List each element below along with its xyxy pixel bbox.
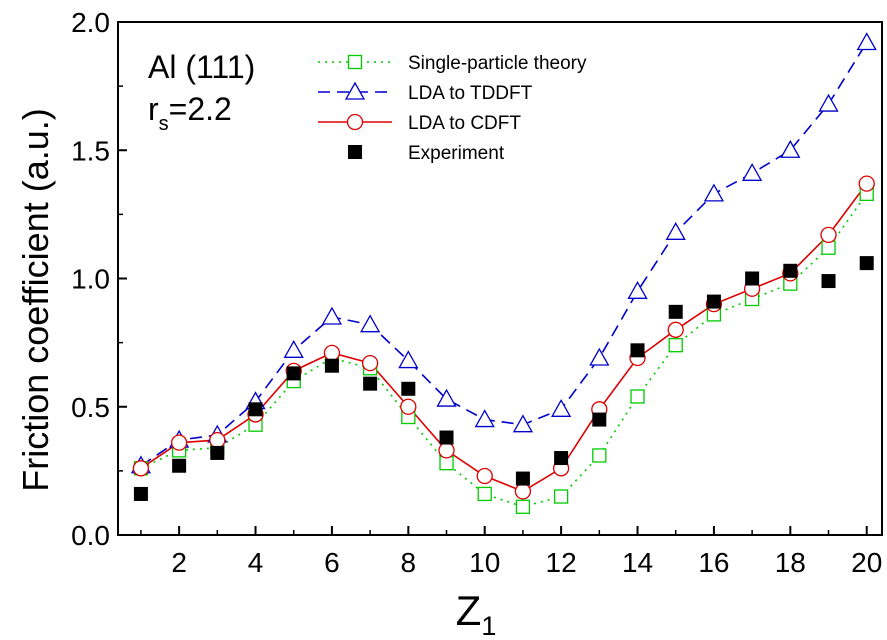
- data-point-series-3: [401, 381, 416, 396]
- data-point-series-1: [627, 280, 648, 299]
- x-tick-label: 8: [401, 547, 417, 578]
- data-point-series-3: [286, 366, 301, 381]
- data-point-series-1: [360, 314, 381, 333]
- x-tick-label: 20: [851, 547, 882, 578]
- x-tick-label: 14: [622, 547, 653, 578]
- data-point-series-3: [363, 376, 378, 391]
- data-point-series-0: [668, 338, 683, 353]
- data-point-series-1: [742, 163, 763, 181]
- legend-label-1: LDA to TDDFT: [408, 83, 533, 104]
- data-point-series-3: [515, 471, 530, 486]
- data-point-series-0: [439, 456, 454, 471]
- annotation-rs-sub: s: [159, 113, 169, 135]
- data-point-series-3: [859, 256, 874, 271]
- data-point-series-0: [477, 486, 492, 502]
- x-tick-label: 10: [469, 547, 500, 578]
- data-point-series-0: [515, 499, 531, 514]
- series-line-0: [140, 193, 868, 508]
- legend-marker-3: [348, 145, 362, 159]
- data-point-series-3: [592, 412, 607, 427]
- data-point-series-3: [248, 402, 263, 417]
- x-axis-title-main: Z: [456, 587, 482, 634]
- legend-label-0: Single-particle theory: [408, 53, 587, 74]
- axis-ticks: [118, 21, 868, 536]
- data-point-series-2: [514, 483, 532, 500]
- data-point-series-1: [780, 139, 801, 158]
- data-point-series-3: [133, 486, 148, 501]
- legend-marker-1: [344, 81, 366, 100]
- y-tick-label: 0.0: [71, 520, 110, 551]
- data-point-series-3: [324, 358, 339, 373]
- x-tick-label: 4: [248, 547, 264, 578]
- data-point-series-2: [361, 354, 379, 372]
- x-axis-title-sub: 1: [481, 611, 496, 640]
- x-tick-label: 16: [698, 547, 729, 578]
- data-point-series-3: [821, 274, 836, 289]
- data-point-series-2: [438, 442, 455, 459]
- data-point-series-2: [132, 460, 150, 477]
- data-point-series-3: [745, 271, 760, 286]
- x-axis-title: Z1: [456, 587, 497, 640]
- data-point-series-0: [821, 240, 836, 255]
- data-point-series-2: [820, 226, 837, 244]
- data-point-series-0: [630, 389, 645, 404]
- data-point-series-3: [783, 263, 798, 278]
- annotation-material: Al (111): [148, 49, 255, 85]
- data-point-series-3: [439, 430, 454, 445]
- data-point-series-1: [474, 409, 495, 428]
- y-tick-label: 1.0: [71, 264, 110, 295]
- y-tick-label: 2.0: [71, 7, 110, 38]
- data-point-series-1: [436, 388, 457, 407]
- series-line-2: [140, 183, 868, 493]
- data-point-series-1: [703, 183, 725, 202]
- x-tick-label: 18: [775, 547, 806, 578]
- data-point-series-1: [512, 414, 534, 433]
- data-point-series-3: [210, 445, 225, 460]
- data-point-series-1: [856, 32, 877, 51]
- annotation-rs: rs=2.2: [148, 91, 232, 135]
- annotation-rs-main: r: [148, 91, 159, 127]
- data-point-series-3: [706, 294, 721, 309]
- legend-marker-2: [346, 113, 364, 131]
- data-point-series-1: [551, 398, 572, 417]
- data-point-series-1: [398, 350, 419, 369]
- legend-marker-0: [347, 54, 363, 70]
- data-point-series-2: [323, 344, 341, 362]
- data-point-series-0: [592, 448, 607, 463]
- x-tick-label: 12: [546, 547, 577, 578]
- data-point-series-2: [667, 321, 684, 338]
- y-tick-label: 1.5: [71, 135, 110, 166]
- data-point-series-2: [476, 467, 493, 485]
- data-point-series-3: [668, 304, 683, 319]
- data-point-series-1: [665, 222, 686, 240]
- data-point-series-1: [283, 339, 304, 358]
- data-point-series-2: [858, 175, 875, 192]
- data-point-series-2: [400, 398, 417, 415]
- x-tick-label: 6: [324, 547, 340, 578]
- series-layer: [130, 32, 877, 514]
- legend: Single-particle theory LDA to TDDFT LDA to…: [318, 53, 587, 164]
- data-point-series-2: [209, 431, 226, 449]
- data-point-series-0: [553, 489, 569, 504]
- x-tick-label: 2: [171, 547, 187, 578]
- data-point-series-1: [589, 347, 610, 366]
- legend-label-3: Experiment: [408, 143, 505, 164]
- legend-label-2: LDA to CDFT: [408, 113, 521, 134]
- y-axis-title: Friction coefficient (a.u.): [15, 108, 56, 491]
- data-point-series-3: [172, 458, 187, 473]
- tick-labels: 2 4 6 8 10 12 14 16 18 20 0.0 0.5 1.0 1.5 2.0: [71, 7, 882, 578]
- data-point-series-3: [630, 343, 645, 358]
- annotation-rs-value: =2.2: [169, 91, 232, 127]
- data-point-series-2: [170, 434, 188, 451]
- data-point-series-1: [321, 306, 343, 325]
- data-point-series-1: [818, 93, 839, 112]
- data-point-series-3: [554, 451, 569, 466]
- y-tick-label: 0.5: [71, 392, 110, 423]
